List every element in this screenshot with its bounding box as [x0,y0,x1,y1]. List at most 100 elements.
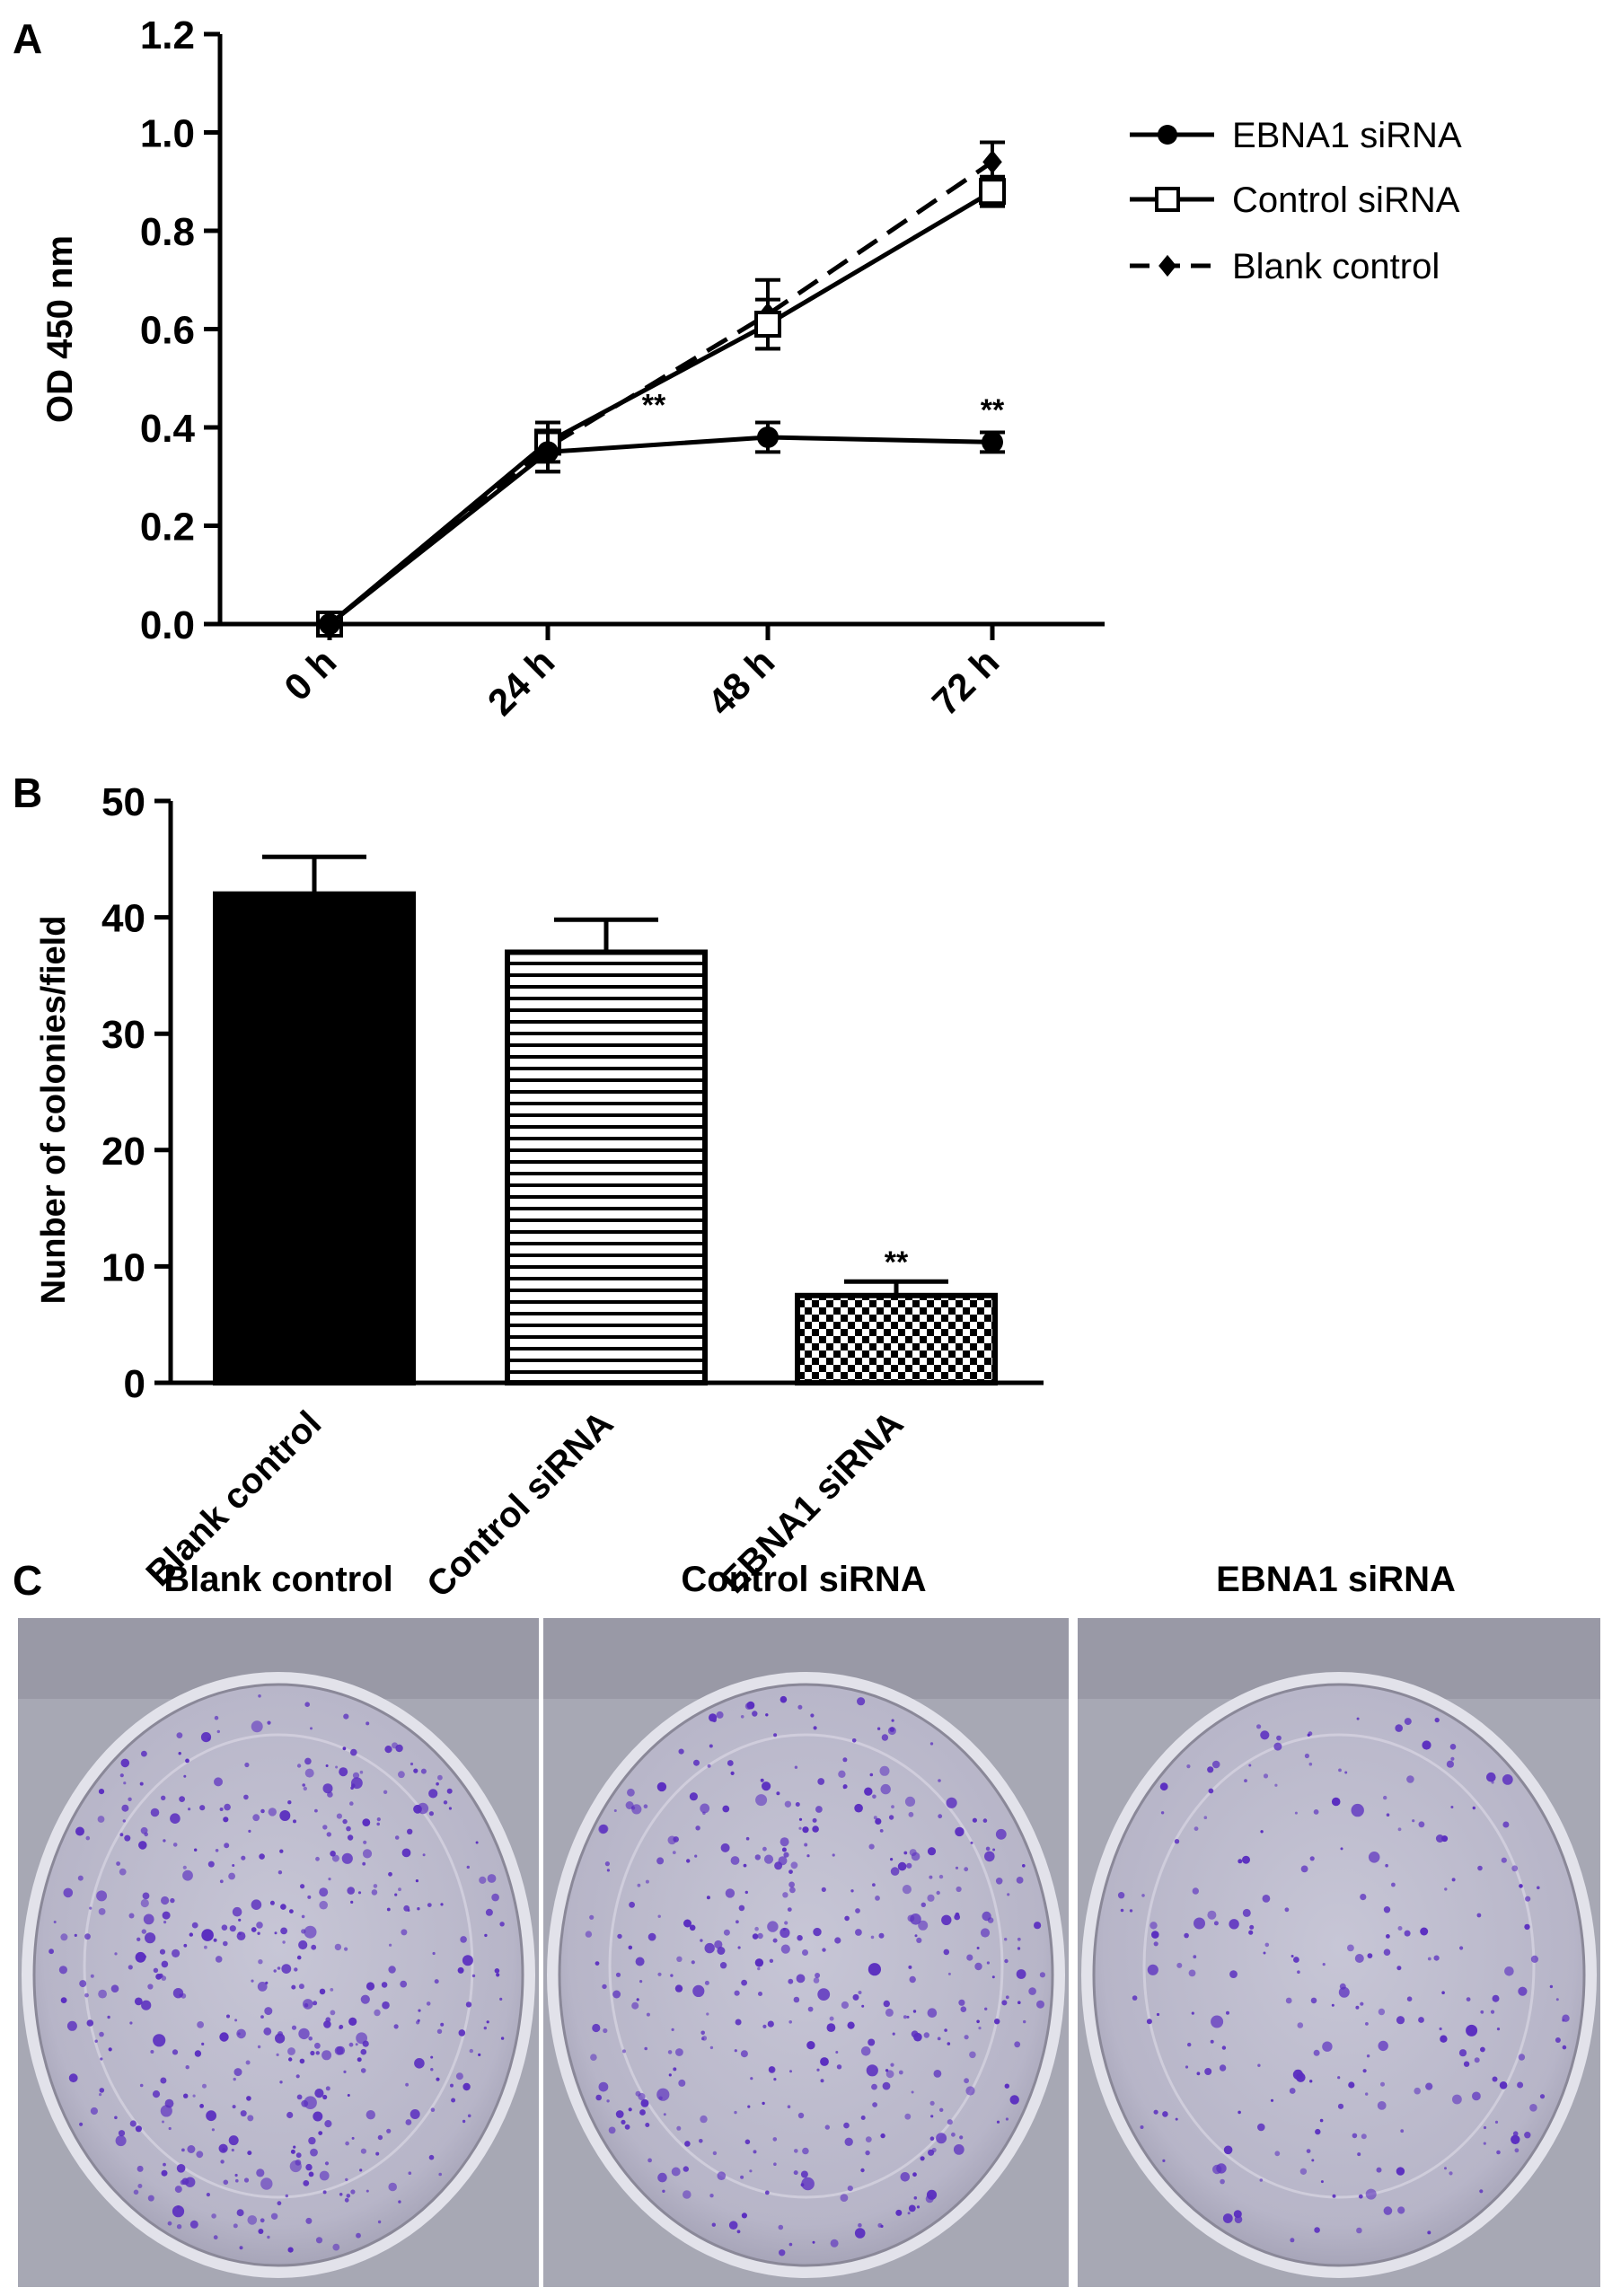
colony-dot [995,1828,1007,1840]
colony-dot [343,1713,349,1720]
colony-dot [437,1774,443,1781]
colony-dot [1004,1958,1009,1964]
colony-dot [163,1921,167,1924]
colony-dot [115,2135,127,2147]
colony-dot [757,1966,761,1971]
colony-dot [1406,1775,1414,1783]
colony-dot [1248,1764,1252,1767]
colony-dot [855,1929,862,1936]
colony-dot [332,2243,340,2251]
colony-dot [1222,2213,1233,2223]
colony-dot [243,2177,250,2183]
colony-dot [417,1907,420,1911]
colony-dot [1480,2046,1485,2053]
colony-dot [631,1804,642,1815]
colony-dot [692,1984,705,1997]
colony-dot [276,2053,279,2056]
colony-dot [820,2079,824,2083]
colony-dot [603,2028,608,2034]
colony-dot [860,2116,866,2120]
colony-dot [788,1978,794,1984]
colony-dot [895,2209,903,2216]
colony-dot [674,1984,683,1993]
colony-dot [943,1949,950,1956]
bar-control-sirna [505,949,708,1386]
colony-dot [929,1875,933,1879]
colony-dot [377,2220,382,2224]
colony-dot [150,1808,160,1817]
colony-dot [356,2232,361,2239]
colony-dot [428,1789,438,1799]
colony-dot [129,2021,133,2025]
colony-dot [407,1828,413,1834]
colony-dot [182,1865,187,1869]
colony-dot [388,1966,396,1974]
colony-dot [947,2042,951,2045]
colony-dot [295,2152,302,2159]
colony-dot [189,2220,198,2229]
colony-dot [798,1826,802,1830]
colony-dot [119,1868,127,1876]
colony-dot [913,2196,918,2200]
colony-dot [1365,2022,1369,2026]
colony-dot [876,1727,881,1730]
colony-dot [1355,2005,1360,2010]
colony-dot [1174,1839,1180,1844]
colony-dot [211,2128,215,2132]
colony-dot [376,1822,381,1826]
y-tick-label: 10 [101,1245,145,1289]
colony-dot [120,1758,130,1768]
colony-dot [978,2027,982,2030]
colony-dot [1451,1878,1456,1882]
colony-dot [1344,1771,1348,1774]
colony-dot [683,2166,689,2172]
colony-dot [878,1932,885,1939]
colony-dot [937,2036,941,2041]
colony-dot [394,1893,398,1896]
colony-dot [1463,2061,1470,2067]
colony-dot [1186,1764,1191,1769]
colony-dot [245,2060,251,2065]
y-axis-title: Nunber of colonies/field [35,916,73,1305]
colony-dot [448,1807,452,1810]
y-tick-label: 20 [101,1130,145,1174]
colony-dot [802,1949,808,1956]
colony-dot [108,2047,112,2052]
colony-dot [426,2001,431,2006]
colony-dot [243,1794,249,1800]
colony-dot [110,1984,119,1993]
colony-dot [982,1911,991,1922]
colony-dot [281,1964,292,1974]
colony-dot [1320,2180,1324,2184]
colony-dot [135,1951,146,1963]
legend-entry-blank-control: Blank control [1130,247,1440,286]
colony-dot [291,2025,297,2030]
colony-dot [279,2080,283,2084]
colony-dot [1439,2027,1442,2031]
colony-dot [754,1854,761,1861]
colony-dot [1140,2125,1144,2129]
colony-dot [150,2050,154,2054]
colony-dot [629,1901,635,1908]
colony-dot [801,2177,815,2191]
colony-dot [1207,1910,1217,1920]
colony-dot [135,2125,142,2133]
colony-dot [401,1929,408,1936]
colony-dot [1313,1809,1319,1815]
colony-dot [676,2125,682,2131]
colony-dot [723,1929,730,1936]
colony-dot [820,2057,829,2066]
colony-dot [1337,2076,1341,2080]
petri-dish-drawing [18,1618,539,2287]
colony-dot [794,1765,798,1769]
colony-dot [319,1988,326,1995]
colony-dot [861,2004,865,2008]
colony-dot [1524,1923,1530,1931]
colony-dot [1472,1806,1475,1810]
colony-dot [350,2189,356,2195]
colony-dot [741,2212,747,2219]
colony-dot [908,1811,914,1817]
colony-dot [744,2139,751,2145]
colony-dot [244,1762,250,1768]
colony-dot [247,2215,258,2225]
